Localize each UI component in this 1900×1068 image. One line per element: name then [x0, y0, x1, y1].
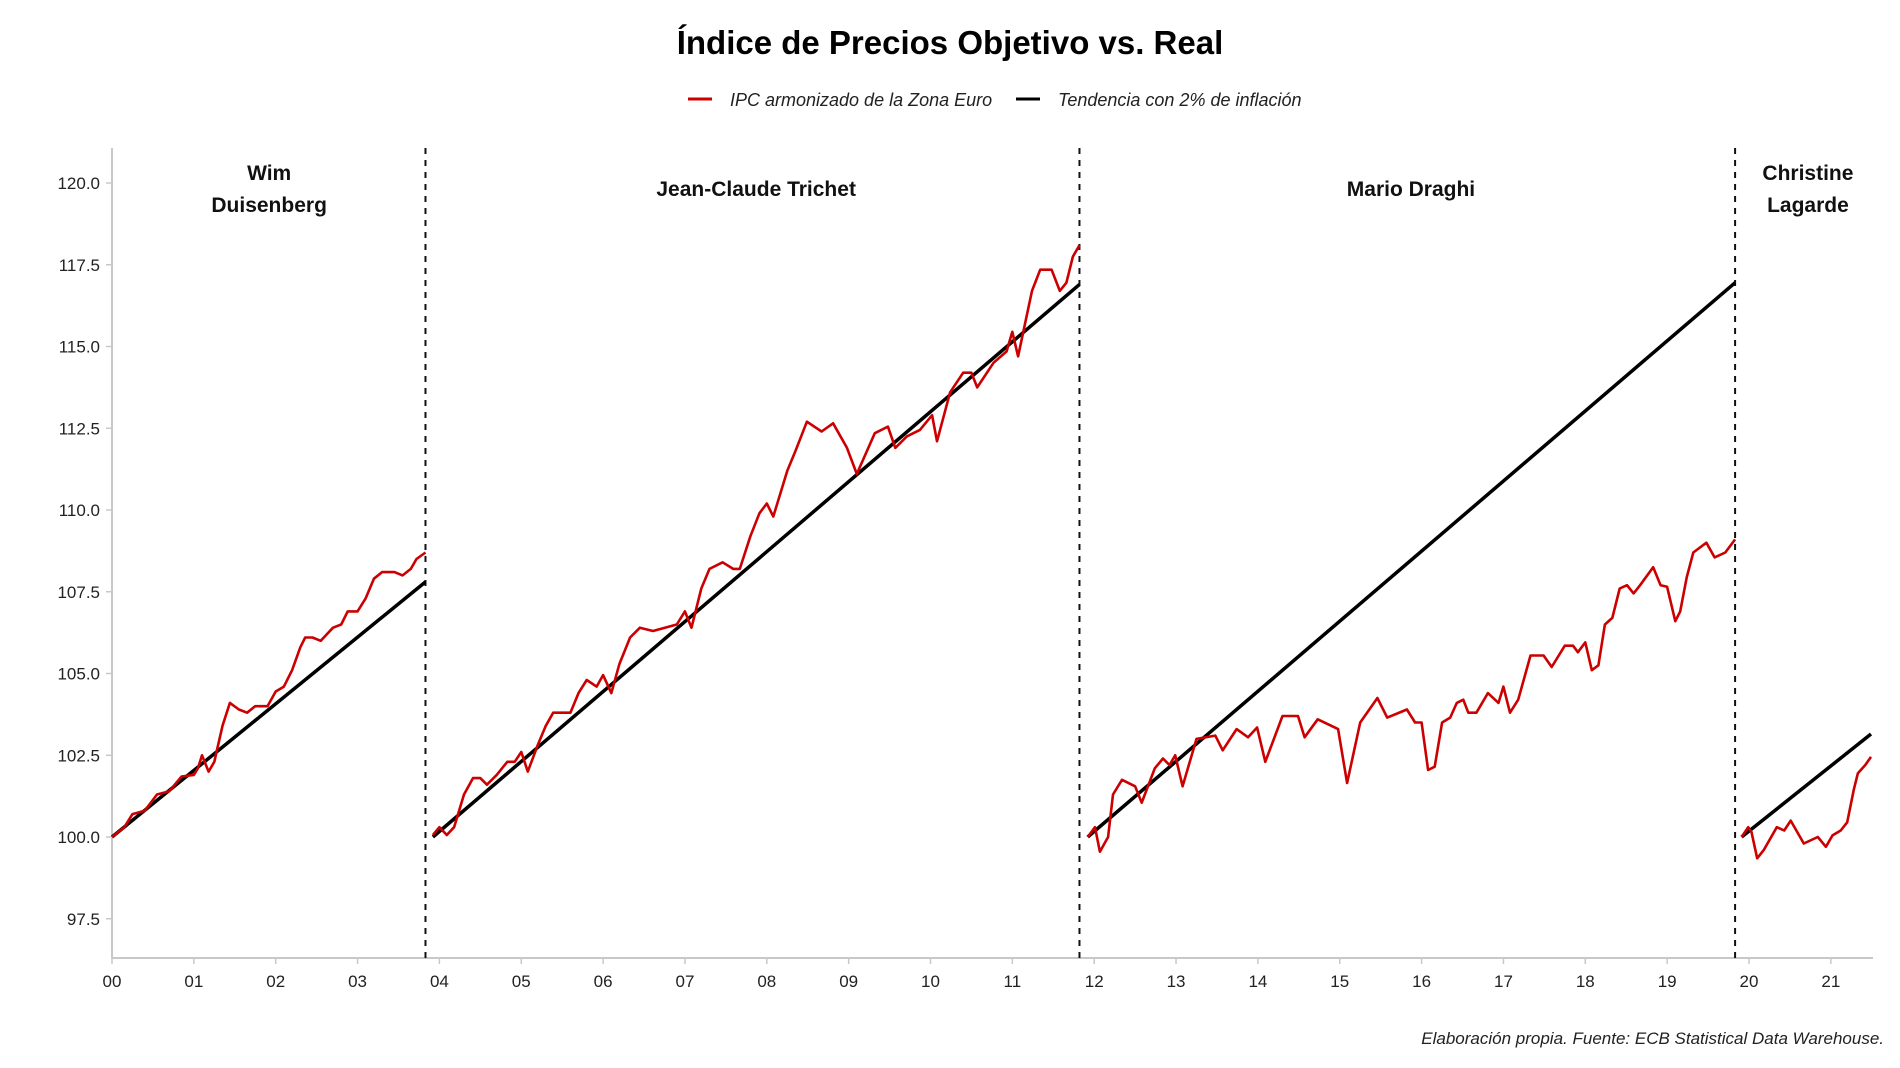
president-label: Lagarde	[1767, 194, 1849, 217]
x-tick-label: 14	[1248, 972, 1267, 991]
source-caption: Elaboración propia. Fuente: ECB Statisti…	[1421, 1029, 1884, 1048]
x-tick-label: 18	[1576, 972, 1595, 991]
x-tick-label: 09	[839, 972, 858, 991]
y-tick-label: 112.5	[59, 419, 100, 438]
hicp-actual-line	[111, 551, 427, 839]
y-tick-label: 120.0	[57, 174, 100, 193]
x-tick-label: 00	[103, 972, 122, 991]
y-tick-label: 100.0	[57, 828, 100, 847]
x-tick-label: 10	[921, 972, 940, 991]
target-trend-line	[431, 283, 1081, 839]
x-ticks: 00 01 02 03 04 05 06 07 08 09 10 11 12 13 14 15 16 17 18 19…	[103, 958, 1840, 991]
x-tick-label: 02	[266, 972, 285, 991]
x-tick-label: 17	[1494, 972, 1513, 991]
x-tick-label: 08	[757, 972, 776, 991]
y-tick-label: 115.0	[59, 338, 100, 357]
target-trend-line	[110, 580, 427, 839]
x-tick-label: 16	[1412, 972, 1431, 991]
legend-label-actual: IPC armonizado de la Zona Euro	[730, 90, 992, 110]
hicp-actual-line	[1740, 756, 1873, 860]
x-tick-label: 13	[1167, 972, 1186, 991]
y-tick-label: 102.5	[57, 746, 100, 765]
hicp-actual-line	[1086, 538, 1737, 854]
period-dividers	[424, 148, 1737, 958]
president-label: Jean-Claude Trichet	[656, 178, 856, 201]
president-label: Wim	[247, 162, 291, 185]
chart-title: Índice de Precios Objetivo vs. Real	[677, 24, 1224, 61]
y-tick-label: 105.0	[57, 665, 100, 684]
x-tick-label: 20	[1740, 972, 1759, 991]
x-tick-label: 07	[675, 972, 694, 991]
legend-label-target: Tendencia con 2% de inflación	[1058, 90, 1302, 110]
y-tick-label: 107.5	[57, 583, 100, 602]
x-tick-label: 06	[594, 972, 613, 991]
period-labels: Wim Duisenberg Jean-Claude Trichet Mario Dr…	[211, 162, 1853, 217]
x-tick-label: 21	[1821, 972, 1840, 991]
x-tick-label: 11	[1004, 972, 1022, 991]
president-label: Christine	[1762, 162, 1853, 185]
y-tick-label: 117.5	[59, 256, 100, 275]
axes: 97.5 100.0 102.5 105.0 107.5 110.0 112.5 115.0 1…	[57, 148, 1873, 991]
y-ticks: 97.5 100.0 102.5 105.0 107.5 110.0 112.5 115.0 1…	[57, 174, 112, 929]
x-tick-label: 19	[1658, 972, 1677, 991]
target-trend-line	[1086, 281, 1737, 839]
target-trend-line	[1740, 732, 1873, 839]
y-tick-label: 110.0	[59, 501, 100, 520]
legend: IPC armonizado de la Zona Euro Tendencia…	[688, 90, 1302, 110]
hicp-actual-line	[431, 244, 1081, 837]
x-tick-label: 01	[184, 972, 203, 991]
x-tick-label: 12	[1085, 972, 1104, 991]
series	[110, 244, 1873, 860]
x-tick-label: 05	[512, 972, 531, 991]
x-tick-label: 03	[348, 972, 367, 991]
president-label: Duisenberg	[211, 194, 327, 217]
x-tick-label: 04	[430, 972, 449, 991]
x-tick-label: 15	[1330, 972, 1349, 991]
y-tick-label: 97.5	[67, 910, 100, 929]
president-label: Mario Draghi	[1347, 178, 1475, 201]
